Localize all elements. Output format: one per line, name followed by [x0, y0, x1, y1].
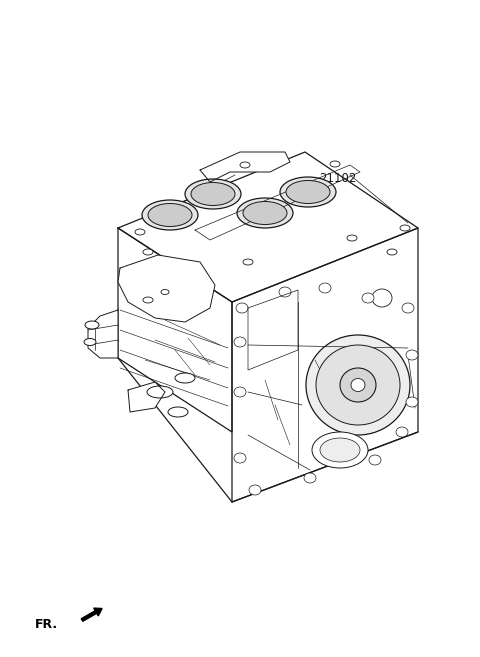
Ellipse shape: [387, 249, 397, 255]
Ellipse shape: [161, 290, 169, 294]
Ellipse shape: [396, 427, 408, 437]
Ellipse shape: [330, 161, 340, 167]
Ellipse shape: [135, 229, 145, 235]
Ellipse shape: [237, 198, 293, 228]
Ellipse shape: [406, 397, 418, 407]
Ellipse shape: [316, 345, 400, 425]
Ellipse shape: [372, 289, 392, 307]
Polygon shape: [118, 228, 232, 432]
Ellipse shape: [347, 235, 357, 241]
Text: 21102: 21102: [319, 171, 357, 185]
Ellipse shape: [319, 283, 331, 293]
Ellipse shape: [84, 338, 96, 346]
Ellipse shape: [236, 303, 248, 313]
Polygon shape: [118, 152, 418, 302]
Ellipse shape: [234, 387, 246, 397]
Ellipse shape: [175, 373, 195, 383]
Ellipse shape: [362, 293, 374, 303]
Ellipse shape: [280, 177, 336, 207]
Ellipse shape: [249, 485, 261, 495]
Ellipse shape: [306, 335, 410, 435]
Ellipse shape: [279, 287, 291, 297]
Ellipse shape: [351, 378, 365, 392]
Ellipse shape: [243, 259, 253, 265]
Ellipse shape: [147, 386, 173, 398]
Ellipse shape: [234, 453, 246, 463]
Polygon shape: [118, 255, 215, 322]
Ellipse shape: [286, 181, 330, 204]
Ellipse shape: [402, 303, 414, 313]
Ellipse shape: [191, 183, 235, 206]
Ellipse shape: [85, 321, 99, 329]
Ellipse shape: [320, 438, 360, 462]
Ellipse shape: [142, 200, 198, 230]
Ellipse shape: [304, 473, 316, 483]
Ellipse shape: [369, 455, 381, 465]
Ellipse shape: [143, 249, 153, 255]
Text: FR.: FR.: [35, 618, 58, 631]
Ellipse shape: [143, 297, 153, 303]
Ellipse shape: [340, 368, 376, 402]
Ellipse shape: [312, 432, 368, 468]
Polygon shape: [200, 152, 290, 182]
FancyArrow shape: [81, 608, 102, 622]
Ellipse shape: [400, 225, 410, 231]
Ellipse shape: [185, 179, 241, 209]
Ellipse shape: [234, 337, 246, 347]
Ellipse shape: [240, 162, 250, 168]
Polygon shape: [128, 382, 165, 412]
Polygon shape: [88, 310, 118, 358]
Ellipse shape: [406, 350, 418, 360]
Polygon shape: [232, 228, 418, 502]
Ellipse shape: [148, 204, 192, 227]
Ellipse shape: [168, 407, 188, 417]
Ellipse shape: [243, 202, 287, 225]
